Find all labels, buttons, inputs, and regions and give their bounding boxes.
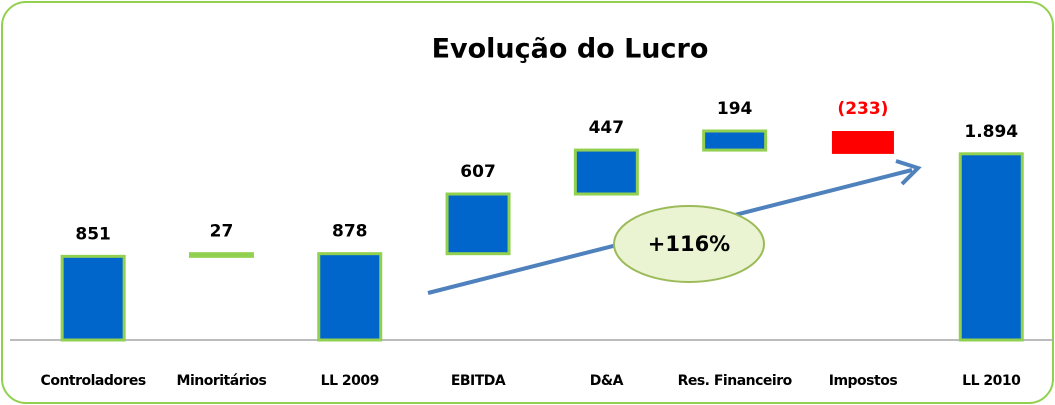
- annotation-bubble: [613, 205, 765, 283]
- bar: [573, 148, 639, 196]
- value-label: 27: [210, 222, 234, 242]
- chart-title: Evolução do Lucro: [432, 34, 709, 65]
- bar: [188, 252, 254, 258]
- x-tick-label: LL 2010: [962, 373, 1021, 389]
- value-label: (233): [837, 99, 888, 119]
- value-label: 607: [460, 162, 496, 182]
- x-tick-label: LL 2009: [321, 373, 379, 389]
- bar: [831, 131, 894, 154]
- bar: [958, 152, 1024, 342]
- bar: [702, 129, 768, 152]
- x-tick-label: EBITDA: [451, 373, 506, 389]
- x-tick-label: Res. Financeiro: [678, 373, 793, 389]
- value-label: 851: [75, 224, 111, 244]
- annotation: +116%: [648, 232, 730, 256]
- bar: [445, 192, 511, 256]
- bar: [60, 254, 126, 342]
- arrow-head: [895, 159, 922, 186]
- x-tick-label: D&A: [590, 373, 624, 389]
- value-label: 1.894: [964, 122, 1018, 142]
- bars: [60, 129, 1024, 342]
- x-tick-label: Impostos: [829, 373, 898, 389]
- value-label: 447: [589, 118, 625, 138]
- bar: [317, 252, 383, 342]
- x-tick-label: Minoritários: [177, 373, 267, 389]
- value-label: 194: [717, 99, 753, 119]
- x-tick-label: Controladores: [41, 373, 146, 389]
- value-label: 878: [332, 222, 368, 242]
